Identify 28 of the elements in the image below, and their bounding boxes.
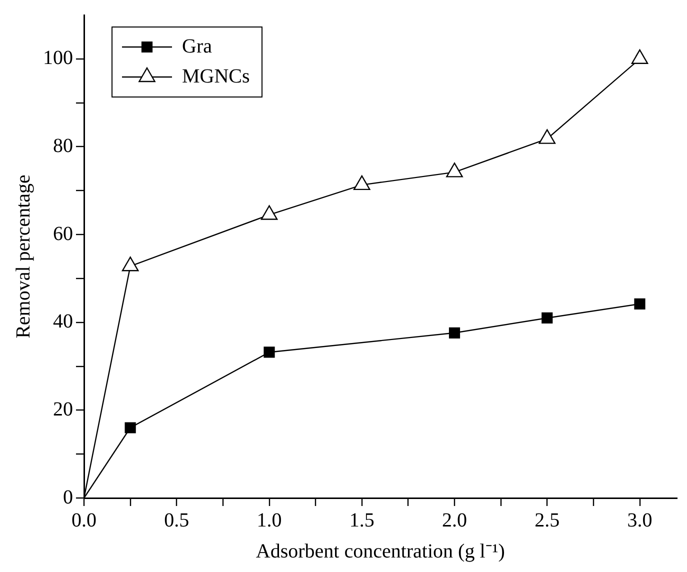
point — [446, 162, 463, 178]
point — [124, 422, 136, 434]
point — [260, 205, 278, 220]
x-tick-label: 3.0 — [627, 509, 652, 532]
point — [122, 256, 139, 272]
x-tick-label: 0.5 — [164, 509, 190, 532]
x-axis-title: Adsorbent concentration (g l⁻¹) — [256, 540, 505, 562]
y-tick-label: 80 — [53, 134, 73, 157]
x-tick-label: 2.5 — [534, 509, 560, 532]
point — [542, 312, 553, 324]
y-tick-label: 0 — [63, 486, 73, 508]
point — [634, 298, 646, 310]
point — [353, 175, 370, 190]
x-tick-label: 1.5 — [349, 509, 374, 532]
point — [631, 49, 648, 64]
x-tick-label: 2.0 — [442, 509, 467, 532]
x-tick-label: 1.0 — [256, 509, 282, 532]
x-tick-label: 0.0 — [72, 509, 96, 532]
legend-label: Gra — [182, 35, 212, 58]
point — [538, 129, 556, 144]
y-tick-label: 20 — [53, 398, 73, 420]
point — [448, 327, 460, 338]
legend-label: MGNCs — [182, 65, 250, 88]
point — [264, 346, 275, 358]
y-tick-label: 60 — [53, 222, 73, 245]
y-tick-label: 100 — [43, 47, 73, 70]
y-axis-title: Removal percentage — [12, 174, 34, 338]
y-tick-label: 40 — [53, 310, 73, 333]
